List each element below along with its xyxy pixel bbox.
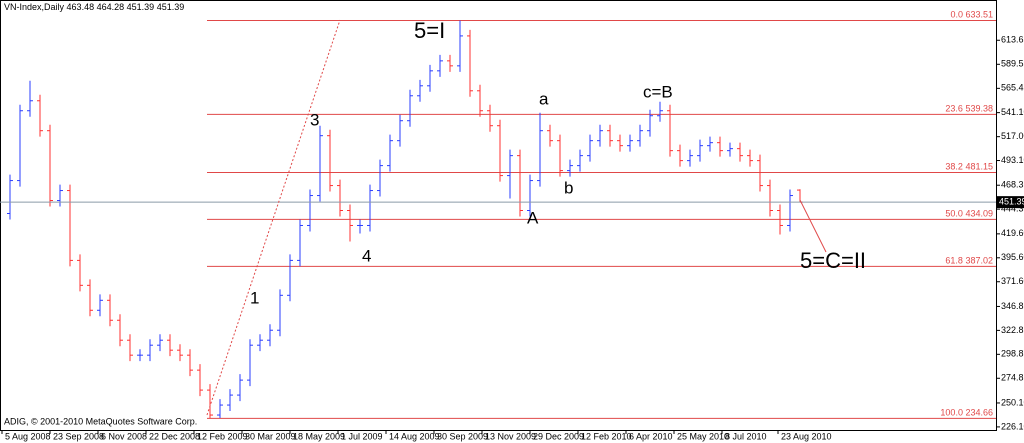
- x-tick-label: 12 Feb 2009: [197, 431, 248, 441]
- y-tick-label: 517.00: [1001, 131, 1024, 141]
- fib-label: 61.8 387.02: [945, 256, 993, 266]
- y-tick-label: 322.85: [1001, 325, 1024, 335]
- x-tick-label: 23 Aug 2010: [781, 431, 832, 441]
- y-tick-label: 298.85: [1001, 349, 1024, 359]
- fib-ratio: 0.0: [950, 10, 963, 20]
- wave-label: b: [564, 178, 573, 197]
- fib-ratio: 100.0: [940, 408, 963, 418]
- x-tick-label: 29 Dec 2009: [533, 431, 584, 441]
- x-tick-label: 13 Nov 2009: [485, 431, 536, 441]
- fib-price: 234.66: [965, 408, 993, 418]
- y-tick-label: 226.10: [1001, 421, 1024, 431]
- last-open: 463.48: [67, 2, 95, 12]
- symbol: VN-Index,Daily: [4, 2, 65, 12]
- fib-label: 50.0 434.09: [945, 209, 993, 219]
- x-tick-label: 14 Aug 2009: [389, 431, 440, 441]
- x-tick-label: 30 Sep 2009: [437, 431, 488, 441]
- y-tick-label: 274.85: [1001, 373, 1024, 383]
- plot-frame: [0, 0, 997, 431]
- fib-price: 539.38: [965, 104, 993, 114]
- x-tick-label: 6 Apr 2010: [629, 431, 673, 441]
- x-tick-label: 22 Dec 2008: [149, 431, 200, 441]
- fib-label: 100.0 234.66: [940, 408, 993, 418]
- header: VN-Index,Daily 463.48 464.28 451.39 451.…: [4, 2, 184, 12]
- y-tick-label: 444.35: [1001, 204, 1024, 214]
- fib-price: 481.15: [965, 162, 993, 172]
- fib-ratio: 38.2: [945, 162, 963, 172]
- y-tick-label: 493.10: [1001, 155, 1024, 165]
- x-tick-label: 30 Mar 2009: [245, 431, 296, 441]
- price-box: [996, 196, 1024, 209]
- wave-label: 1: [250, 288, 259, 307]
- fib-price: 387.02: [965, 256, 993, 266]
- fib-ratio: 23.6: [945, 104, 963, 114]
- wave-label: 5=I: [414, 18, 445, 43]
- y-tick-label: 589.55: [1001, 59, 1024, 69]
- x-tick-label: 5 Aug 2008: [5, 431, 51, 441]
- wave-label: 4: [362, 246, 371, 265]
- wave-label: 3: [310, 110, 319, 129]
- x-tick-label: 8 Jul 2010: [725, 431, 767, 441]
- y-tick-label: 468.35: [1001, 180, 1024, 190]
- x-tick-label: 23 Sep 2008: [53, 431, 104, 441]
- trend-line: [206, 19, 341, 416]
- projection-line: [799, 199, 827, 253]
- wave-label: c=B: [643, 82, 673, 101]
- y-tick-label: 541.10: [1001, 107, 1024, 117]
- fib-ratio: 50.0: [945, 209, 963, 219]
- fib-price: 434.09: [965, 209, 993, 219]
- y-tick-label: 371.60: [1001, 276, 1024, 286]
- y-tick-label: 346.85: [1001, 301, 1024, 311]
- x-tick-label: 1 Jul 2009: [341, 431, 383, 441]
- y-tick-label: 419.60: [1001, 228, 1024, 238]
- wave-label: A: [527, 208, 539, 227]
- x-tick-label: 25 May 2010: [677, 431, 729, 441]
- y-tick-label: 250.10: [1001, 397, 1024, 407]
- price-layer: 613.65 589.55 565.45 541.10 517.00 493.10 468.…: [0, 10, 1024, 441]
- last-high: 464.28: [97, 2, 125, 12]
- fib-price: 633.51: [965, 10, 993, 20]
- fib-ratio: 61.8: [945, 256, 963, 266]
- last-close: 451.39: [157, 2, 185, 12]
- copyright: ADIG, © 2001-2010 MetaQuotes Software Co…: [4, 416, 197, 426]
- wave-label: 5=C=II: [800, 248, 866, 273]
- x-tick-label: 6 Nov 2008: [101, 431, 147, 441]
- x-tick-label: 18 May 2009: [293, 431, 345, 441]
- fib-label: 0.0 633.51: [950, 10, 993, 20]
- last-low: 451.39: [127, 2, 155, 12]
- y-tick-label: 395.60: [1001, 252, 1024, 262]
- wave-label: a: [539, 89, 549, 108]
- price-box-label: 451.39: [999, 197, 1024, 207]
- y-tick-label: 613.65: [1001, 35, 1024, 45]
- fib-label: 38.2 481.15: [945, 162, 993, 172]
- fib-label: 23.6 539.38: [945, 104, 993, 114]
- y-tick-label: 565.45: [1001, 83, 1024, 93]
- x-tick-label: 12 Feb 2010: [581, 431, 632, 441]
